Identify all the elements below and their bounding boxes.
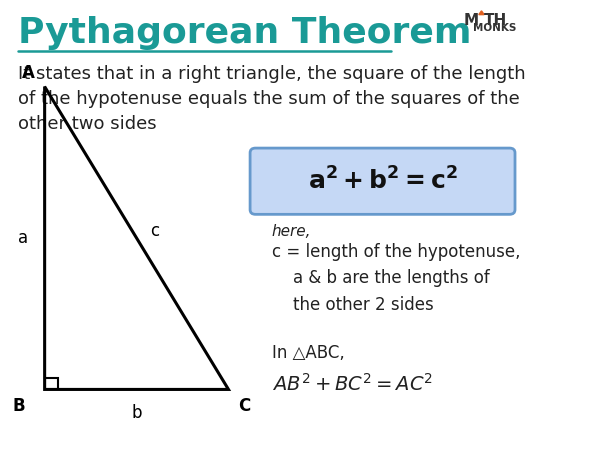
- Text: It states that in a right triangle, the square of the length
of the hypotenuse e: It states that in a right triangle, the …: [17, 65, 525, 133]
- Text: c = length of the hypotenuse,
    a & b are the lengths of
    the other 2 sides: c = length of the hypotenuse, a & b are …: [272, 243, 520, 314]
- Text: A: A: [22, 64, 35, 82]
- Text: TH: TH: [484, 13, 508, 28]
- Text: a: a: [18, 229, 28, 247]
- Polygon shape: [479, 11, 484, 15]
- Text: $AB^2 + BC^2 = AC^2$: $AB^2 + BC^2 = AC^2$: [272, 373, 433, 395]
- Text: Pythagorean Theorem: Pythagorean Theorem: [17, 16, 471, 50]
- Text: M: M: [464, 13, 479, 28]
- Text: In △ABC,: In △ABC,: [272, 345, 344, 363]
- Text: B: B: [13, 397, 25, 415]
- Text: MONKS: MONKS: [473, 23, 516, 33]
- FancyBboxPatch shape: [250, 148, 515, 214]
- Text: b: b: [131, 404, 142, 422]
- Text: $\mathbf{a^2 + b^2 = c^2}$: $\mathbf{a^2 + b^2 = c^2}$: [308, 168, 458, 195]
- Text: C: C: [238, 397, 250, 415]
- Text: here,: here,: [272, 224, 311, 239]
- Text: c: c: [150, 222, 159, 240]
